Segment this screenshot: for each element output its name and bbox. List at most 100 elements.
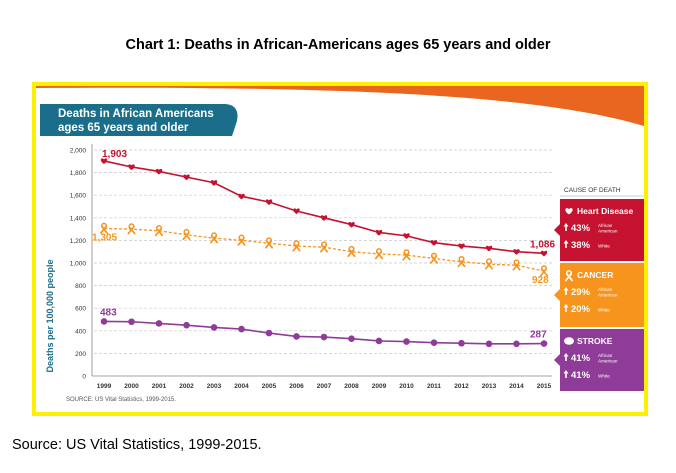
chart-panel: Deaths in African Americans ages 65 year… xyxy=(32,82,648,416)
legend-box xyxy=(560,329,644,391)
ribbon-loop xyxy=(210,232,218,239)
legend-header: CAUSE OF DEATH xyxy=(564,187,621,194)
data-point-cancer xyxy=(484,258,494,270)
legend-title: Heart Disease xyxy=(577,206,634,216)
stroke-marker xyxy=(485,340,493,348)
heart-marker xyxy=(540,250,548,257)
stroke-marker xyxy=(183,321,190,329)
data-point-stroke xyxy=(513,340,520,348)
data-point-cancer xyxy=(237,234,246,246)
up-arrow-icon xyxy=(563,287,569,295)
stroke-marker xyxy=(293,333,300,340)
data-point-stroke xyxy=(485,340,493,348)
heart-marker xyxy=(513,249,520,255)
x-tick-label: 2002 xyxy=(179,383,194,390)
heart-marker xyxy=(320,215,328,221)
data-point-cancer xyxy=(264,237,274,249)
data-point-stroke xyxy=(540,340,548,347)
series-stroke: 483 287 xyxy=(100,307,548,348)
x-tick-label: 2010 xyxy=(399,383,414,390)
data-point-heart xyxy=(238,193,245,200)
stroke-marker xyxy=(238,325,245,333)
stroke-marker xyxy=(128,318,135,326)
y-axis-label: Deaths per 100,000 people xyxy=(45,259,55,372)
heart-marker xyxy=(348,221,355,228)
stroke-marker xyxy=(320,333,328,341)
chart-title-line-2: ages 65 years and older xyxy=(58,122,189,134)
data-point-cancer xyxy=(402,249,411,261)
ribbon-loop xyxy=(375,248,383,255)
y-tick-label: 2,000 xyxy=(70,148,87,155)
data-point-heart xyxy=(513,249,520,255)
data-point-heart xyxy=(100,158,108,165)
series-start-label: 483 xyxy=(100,307,117,318)
y-tick-label: 1,600 xyxy=(70,193,87,200)
legend-title: CANCER xyxy=(577,270,613,280)
legend-pct: 38% xyxy=(571,240,591,251)
chart-svg: Deaths in African Americans ages 65 year… xyxy=(36,86,644,403)
heart-marker xyxy=(430,240,438,246)
data-point-cancer xyxy=(99,222,109,234)
data-point-heart xyxy=(293,208,300,215)
data-point-heart xyxy=(155,168,163,175)
x-tick-label: 2004 xyxy=(234,383,249,390)
up-arrow-icon xyxy=(563,353,569,361)
data-point-stroke xyxy=(375,337,383,345)
data-point-cancer xyxy=(457,256,466,268)
x-tick-label: 2000 xyxy=(124,383,139,390)
heart-marker xyxy=(155,168,163,175)
data-point-heart xyxy=(485,245,493,252)
data-point-stroke xyxy=(238,325,245,333)
x-tick-label: 2011 xyxy=(427,383,441,390)
chart-title-badge xyxy=(40,104,238,136)
x-tick-label: 2001 xyxy=(152,383,167,390)
heart-marker xyxy=(403,233,410,239)
series-end-label: 287 xyxy=(530,330,547,341)
stroke-marker xyxy=(210,324,218,331)
ribbon-loop xyxy=(183,228,190,235)
x-tick-label: 2009 xyxy=(372,383,387,390)
x-tick-label: 2006 xyxy=(289,383,304,390)
ribbon-loop xyxy=(128,223,135,230)
plot-area: 0 200 400 600 800 1,000 1,200 1,400 1,600 1,800 2,… xyxy=(70,144,555,390)
heart-marker xyxy=(293,208,300,215)
legend-group: African xyxy=(598,223,613,228)
ribbon-loop xyxy=(513,259,520,266)
ribbon-loop xyxy=(293,240,300,247)
data-point-cancer xyxy=(127,223,136,235)
data-point-cancer xyxy=(512,259,521,271)
ribbon-loop xyxy=(403,249,410,256)
heart-marker xyxy=(265,199,273,206)
x-tick-label: 2005 xyxy=(262,383,277,390)
heart-marker xyxy=(210,180,218,186)
stroke-marker xyxy=(155,320,163,327)
data-point-cancer xyxy=(154,224,164,237)
stroke-marker xyxy=(430,339,438,346)
data-point-heart xyxy=(183,174,190,181)
x-tick-label: 2003 xyxy=(207,383,222,390)
ribbon-loop xyxy=(265,237,273,244)
heart-marker xyxy=(183,174,190,181)
data-point-heart xyxy=(265,199,273,206)
data-point-stroke xyxy=(183,321,190,329)
data-point-stroke xyxy=(100,318,108,325)
chart-source-note: SOURCE: US Vital Statistics, 1999-2015. xyxy=(66,397,176,403)
top-banner xyxy=(36,86,644,126)
y-tick-label: 1,400 xyxy=(70,215,87,222)
chart-panel-inner: Deaths in African Americans ages 65 year… xyxy=(36,86,644,412)
legend-title: STROKE xyxy=(577,336,613,346)
stroke-marker xyxy=(265,329,273,337)
legend-group: White xyxy=(598,244,610,249)
legend-group: African xyxy=(598,287,613,292)
ribbon-loop xyxy=(485,258,493,265)
ribbon-loop xyxy=(320,241,328,248)
data-point-stroke xyxy=(320,333,328,341)
stroke-marker xyxy=(540,340,548,347)
data-point-stroke xyxy=(348,335,355,343)
legend-box xyxy=(560,263,644,327)
y-tick-label: 200 xyxy=(75,351,86,358)
page-title: Chart 1: Deaths in African-Americans age… xyxy=(125,37,551,53)
x-tick-label: 2015 xyxy=(537,383,552,390)
ribbon-loop xyxy=(100,222,108,229)
